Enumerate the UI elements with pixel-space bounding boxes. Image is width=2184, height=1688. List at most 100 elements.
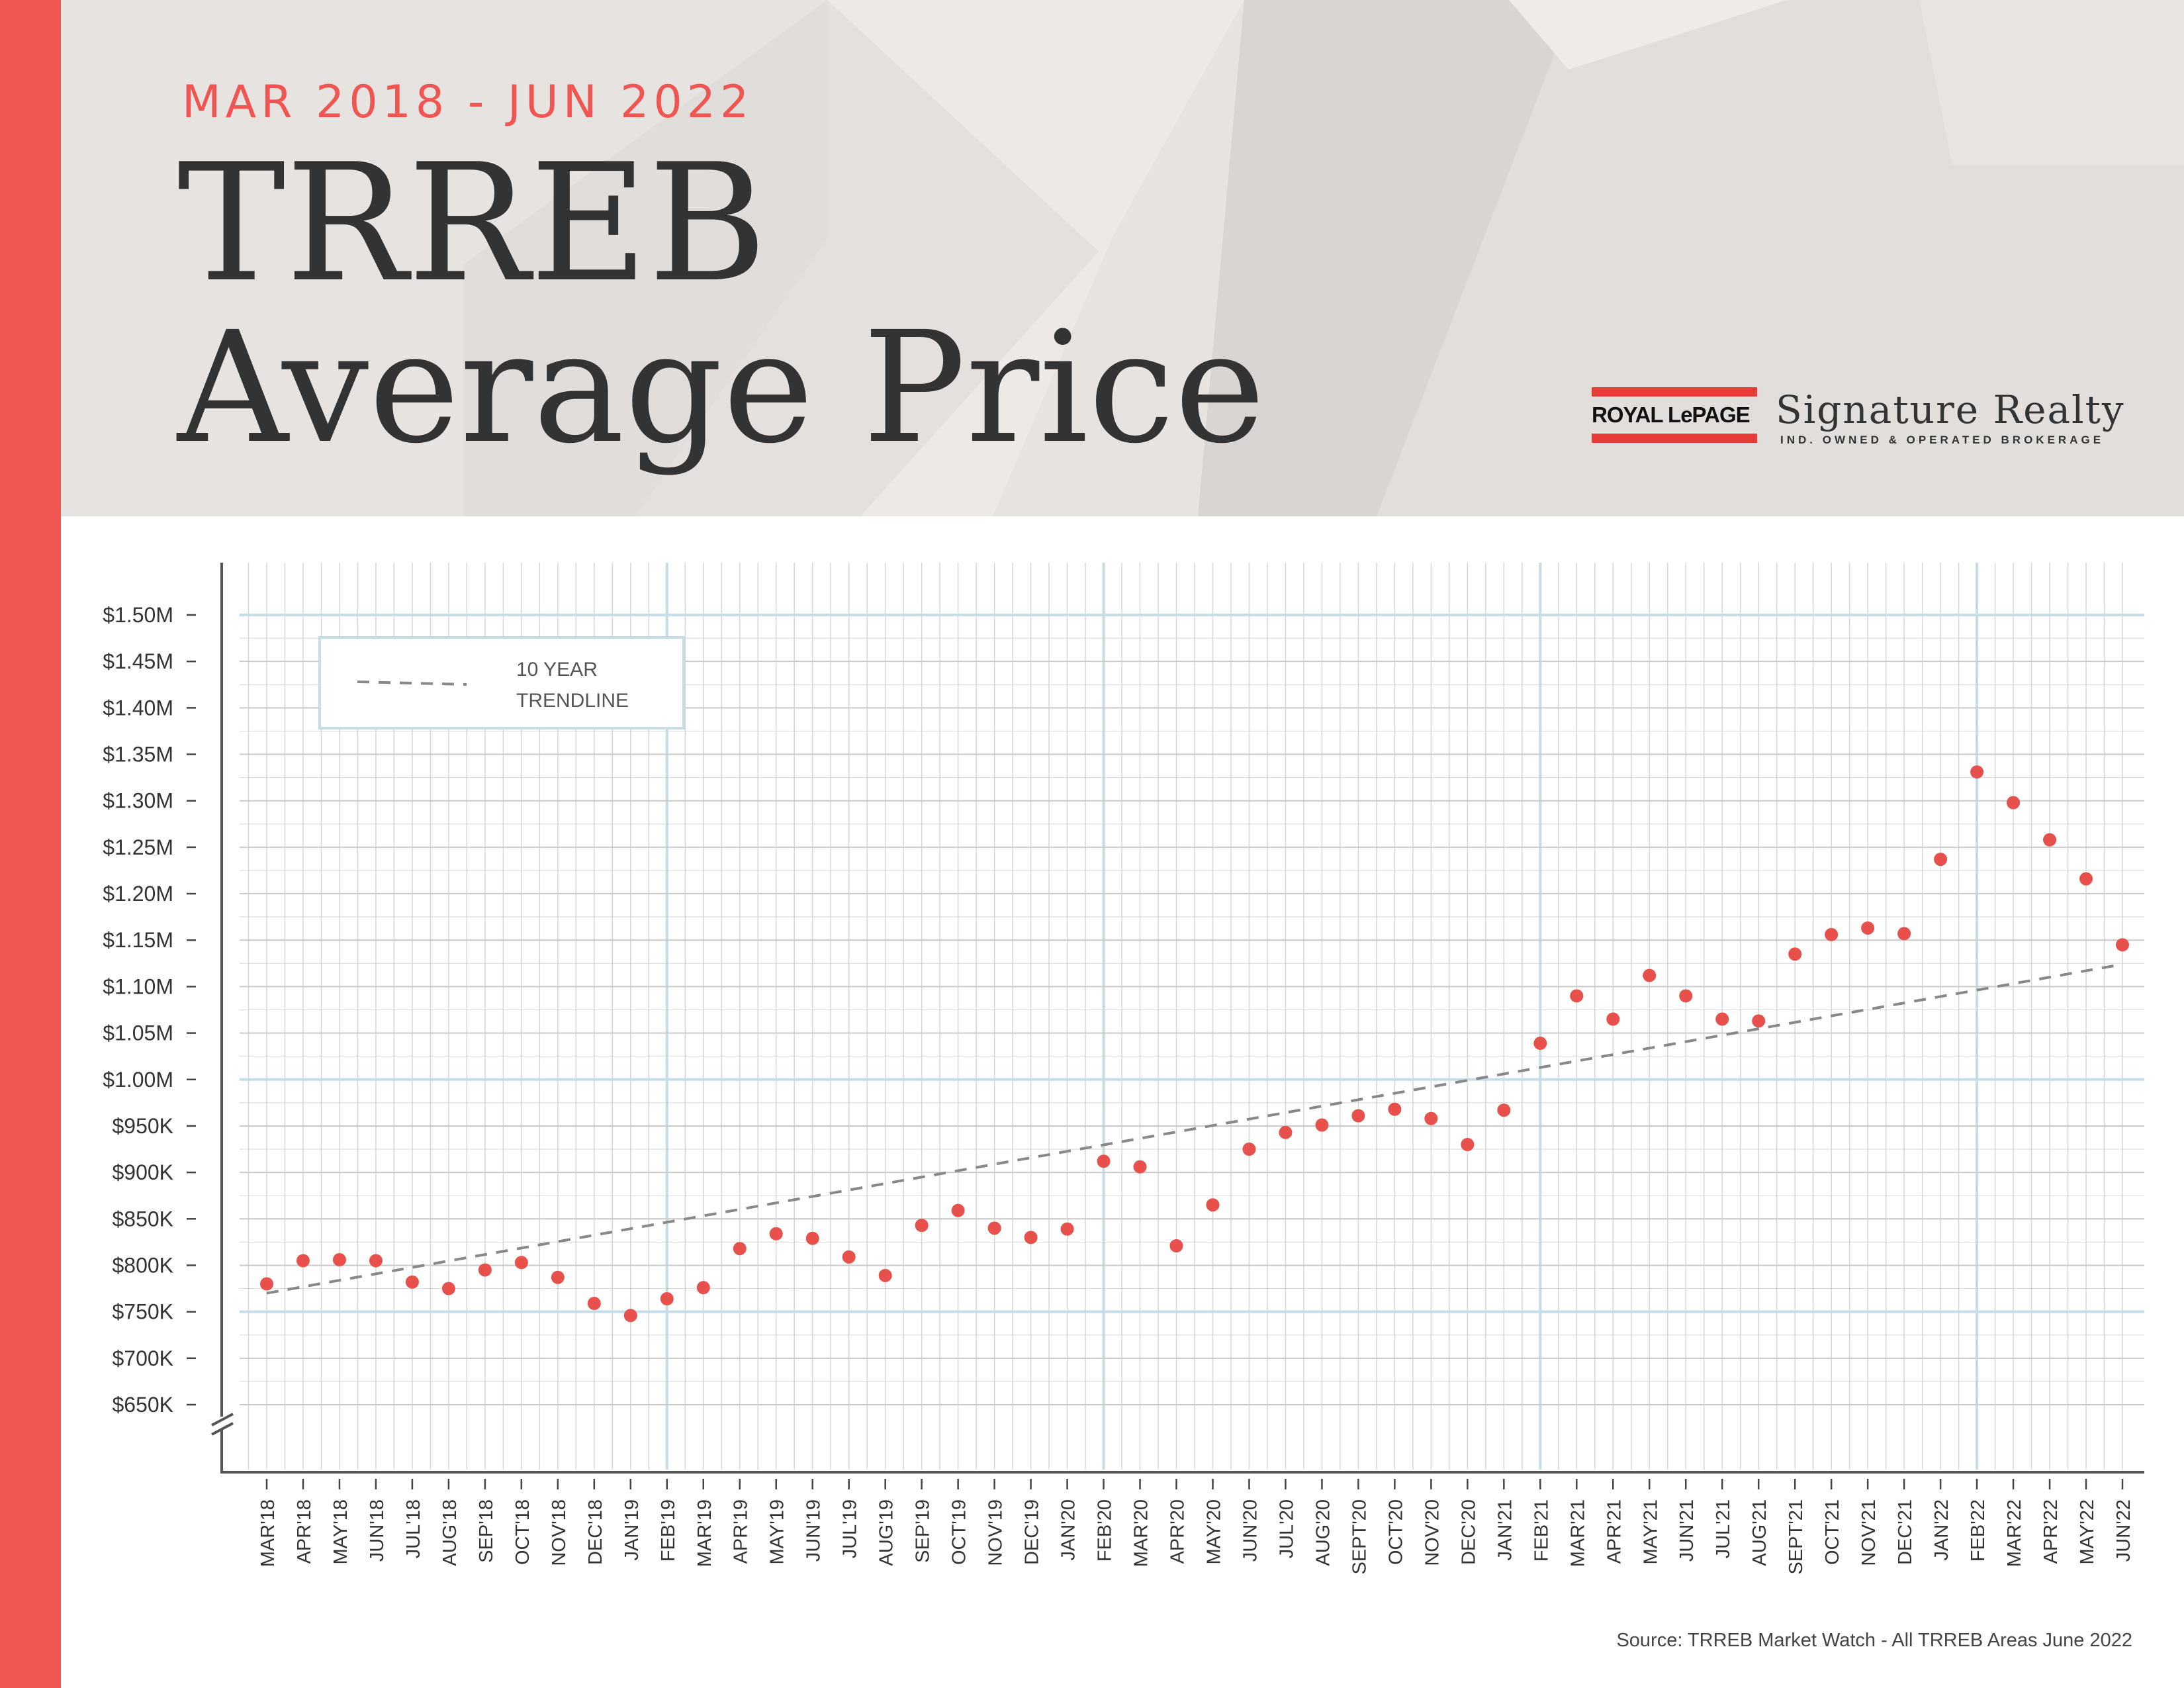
x-tick-label: SEP'18: [476, 1499, 497, 1563]
data-point: [1897, 927, 1911, 941]
y-tick-label: $650K: [112, 1393, 173, 1417]
data-point: [1970, 765, 1984, 779]
legend-label-line1: 10 YEAR: [516, 659, 598, 680]
data-point: [2116, 938, 2129, 952]
data-point: [1825, 927, 1839, 941]
x-tick-label: NOV'18: [549, 1499, 570, 1566]
x-tick-label: FEB'20: [1095, 1499, 1116, 1562]
axis-break-mark: [211, 1413, 234, 1427]
data-point: [805, 1231, 819, 1245]
x-tick-label: JUN'22: [2113, 1499, 2134, 1562]
royal-lepage-logo: ROYAL LePAGE: [1592, 387, 1757, 443]
y-tick-label: $1.35M: [103, 743, 173, 767]
x-tick-label: JAN'22: [1931, 1499, 1952, 1561]
x-tick-label: APR'19: [731, 1499, 752, 1564]
y-tick-label: $950K: [112, 1114, 173, 1138]
data-point: [2007, 796, 2021, 810]
legend-label-line2: TRENDLINE: [516, 690, 629, 712]
y-tick-label: $1.40M: [103, 696, 173, 720]
x-tick-label: AUG'19: [876, 1499, 897, 1566]
x-tick-label: SEPT'20: [1349, 1499, 1370, 1575]
data-point: [1679, 989, 1693, 1003]
legend-trend-swatch: [357, 680, 467, 686]
data-point: [1934, 853, 1948, 867]
data-point: [1606, 1012, 1620, 1026]
data-point: [1279, 1125, 1293, 1139]
data-point: [660, 1291, 674, 1305]
data-point: [1351, 1109, 1365, 1123]
data-point: [551, 1270, 565, 1284]
x-tick-label: NOV'19: [985, 1499, 1007, 1566]
logo-stripe-bottom: [1592, 434, 1757, 443]
x-tick-label: NOV'21: [1858, 1499, 1880, 1566]
data-point: [1461, 1138, 1475, 1152]
data-point: [1206, 1198, 1220, 1212]
data-point: [2043, 833, 2057, 847]
y-tick-label: $750K: [112, 1300, 173, 1324]
x-tick-label: MAY'18: [330, 1499, 351, 1564]
x-tick-label: OCT'21: [1822, 1499, 1843, 1565]
data-point: [842, 1250, 856, 1264]
data-point: [1024, 1231, 1038, 1244]
brokerage-tagline: IND. OWNED & OPERATED BROKERAGE: [1780, 434, 2105, 446]
data-point: [1097, 1154, 1111, 1168]
data-point: [587, 1297, 601, 1311]
x-tick-label: DEC'18: [585, 1499, 606, 1565]
x-tick-label: JAN'21: [1494, 1499, 1516, 1561]
data-point: [369, 1254, 383, 1268]
header-banner: MAR 2018 - JUN 2022 TRREB Average Price …: [0, 0, 2184, 516]
x-tick-label: FEB'19: [658, 1499, 679, 1562]
y-tick-label: $850K: [112, 1207, 173, 1231]
x-tick-label: MAR'19: [694, 1499, 715, 1567]
brokerage-name: Signature Realty: [1776, 387, 2125, 432]
y-tick-label: $1.20M: [103, 882, 173, 906]
price-chart: $650K $700K $750K $800K $850K $900K $950K $1.00…: [103, 563, 2144, 1575]
x-tick-label: MAY'20: [1203, 1499, 1224, 1564]
y-tick-label: $1.10M: [103, 974, 173, 998]
data-point: [1060, 1222, 1074, 1236]
x-tick-label: DEC'19: [1022, 1499, 1043, 1565]
data-point: [1533, 1037, 1547, 1051]
accent-bar: [0, 0, 61, 1688]
x-tick-label: AUG'21: [1749, 1499, 1770, 1566]
y-tick-label: $1.00M: [103, 1068, 173, 1092]
data-point: [1315, 1118, 1329, 1132]
x-tick-label: JUL'18: [403, 1499, 424, 1558]
logo-stripe-top: [1592, 387, 1757, 397]
data-point: [951, 1203, 965, 1217]
data-point: [1133, 1160, 1147, 1174]
x-tick-label: FEB'22: [1968, 1499, 1989, 1562]
x-tick-label: AUG'20: [1312, 1499, 1334, 1566]
data-point: [1169, 1239, 1183, 1252]
data-point: [1497, 1103, 1511, 1117]
x-tick-label: JAN'20: [1058, 1499, 1079, 1561]
page-title-line-1: TRREB: [177, 129, 768, 318]
data-point: [478, 1263, 492, 1277]
x-tick-label: JUN'18: [367, 1499, 388, 1562]
legend-box: [318, 636, 685, 729]
data-point: [514, 1256, 528, 1270]
x-tick-label: MAR'20: [1131, 1499, 1152, 1567]
y-tick-label: $1.30M: [103, 789, 173, 813]
x-tick-label: APR'20: [1167, 1499, 1189, 1564]
x-tick-label: MAR'22: [2004, 1499, 2025, 1567]
page-title-line-2: Average Price: [177, 299, 1265, 477]
y-tick-label: $1.05M: [103, 1021, 173, 1045]
x-tick-label: JUN'19: [803, 1499, 825, 1562]
x-tick-label: DEC'21: [1895, 1499, 1916, 1565]
data-point: [1715, 1012, 1729, 1026]
x-tick-label: OCT'18: [512, 1499, 533, 1565]
x-tick-label: JUN'20: [1240, 1499, 1261, 1562]
header-background: [463, 0, 2184, 516]
y-tick-label: $1.45M: [103, 649, 173, 673]
data-point: [1242, 1143, 1256, 1156]
data-point: [296, 1254, 310, 1268]
data-point: [1424, 1111, 1438, 1125]
data-point: [769, 1227, 783, 1241]
data-point: [623, 1309, 637, 1323]
x-tick-label: JUL'21: [1713, 1499, 1734, 1558]
data-point: [1643, 968, 1657, 982]
x-tick-label: MAY'19: [767, 1499, 788, 1564]
data-point: [405, 1275, 419, 1289]
data-point: [332, 1253, 346, 1267]
